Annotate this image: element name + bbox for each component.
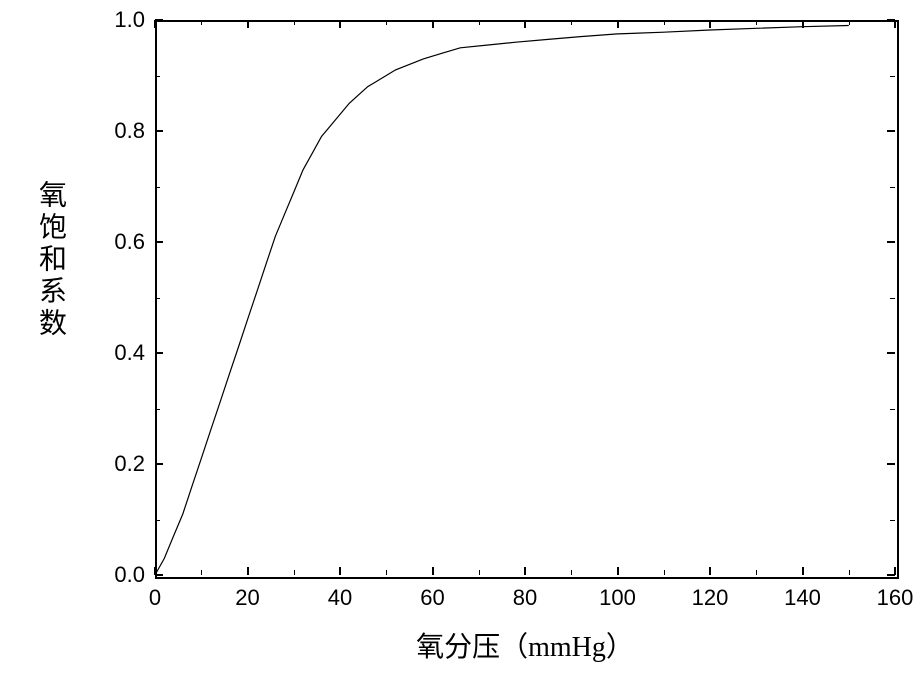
x-tick-minor [756, 20, 757, 25]
y-tick-minor [890, 520, 895, 521]
x-tick-major [247, 567, 249, 575]
y-tick-label: 0.6 [95, 229, 145, 255]
y-tick-major [155, 241, 163, 243]
y-tick-label: 0.4 [95, 340, 145, 366]
y-tick-major [155, 463, 163, 465]
y-tick-major [887, 130, 895, 132]
y-tick-label: 0.8 [95, 118, 145, 144]
x-tick-major [894, 567, 896, 575]
x-tick-minor [571, 570, 572, 575]
y-tick-minor [155, 520, 160, 521]
x-tick-major [617, 20, 619, 28]
x-tick-minor [571, 20, 572, 25]
x-tick-minor [756, 570, 757, 575]
x-tick-major [524, 567, 526, 575]
x-tick-label: 100 [599, 585, 636, 611]
x-tick-minor [201, 20, 202, 25]
y-tick-major [887, 463, 895, 465]
y-tick-minor [890, 409, 895, 410]
x-tick-major [432, 567, 434, 575]
x-tick-minor [386, 20, 387, 25]
y-tick-minor [155, 298, 160, 299]
y-tick-label: 1.0 [95, 7, 145, 33]
x-tick-label: 140 [784, 585, 821, 611]
x-tick-major [339, 20, 341, 28]
y-tick-major [887, 241, 895, 243]
x-tick-minor [294, 20, 295, 25]
x-tick-label: 160 [877, 585, 914, 611]
x-axis-label: 氧分压（mmHg） [416, 625, 634, 665]
x-tick-label: 0 [149, 585, 161, 611]
x-tick-minor [479, 570, 480, 575]
chart-container: 0.00.20.40.60.81.0020406080100120140160 … [0, 0, 921, 697]
y-tick-major [887, 352, 895, 354]
x-tick-major [154, 567, 156, 575]
x-tick-label: 80 [513, 585, 537, 611]
x-tick-label: 40 [328, 585, 352, 611]
x-tick-major [894, 20, 896, 28]
x-tick-major [432, 20, 434, 28]
x-tick-major [617, 567, 619, 575]
x-tick-major [247, 20, 249, 28]
x-tick-minor [386, 570, 387, 575]
x-tick-minor [479, 20, 480, 25]
x-tick-label: 60 [420, 585, 444, 611]
x-tick-major [524, 20, 526, 28]
y-tick-minor [155, 187, 160, 188]
y-tick-major [155, 19, 163, 21]
y-tick-minor [155, 409, 160, 410]
x-tick-major [709, 20, 711, 28]
x-tick-minor [294, 570, 295, 575]
x-tick-label: 120 [692, 585, 729, 611]
x-tick-major [802, 20, 804, 28]
y-axis-label: 氧饱和系数 [30, 180, 70, 340]
x-tick-label: 20 [235, 585, 259, 611]
x-tick-minor [849, 570, 850, 575]
x-tick-major [709, 567, 711, 575]
y-tick-major [155, 574, 163, 576]
y-tick-minor [890, 187, 895, 188]
y-tick-major [155, 130, 163, 132]
x-tick-major [802, 567, 804, 575]
y-tick-label: 0.2 [95, 451, 145, 477]
y-tick-label: 0.0 [95, 562, 145, 588]
x-tick-major [339, 567, 341, 575]
y-tick-minor [155, 76, 160, 77]
y-tick-major [155, 352, 163, 354]
x-tick-major [154, 20, 156, 28]
x-tick-minor [849, 20, 850, 25]
y-tick-minor [890, 298, 895, 299]
x-tick-minor [664, 570, 665, 575]
y-tick-minor [890, 76, 895, 77]
x-tick-minor [664, 20, 665, 25]
x-tick-minor [201, 570, 202, 575]
